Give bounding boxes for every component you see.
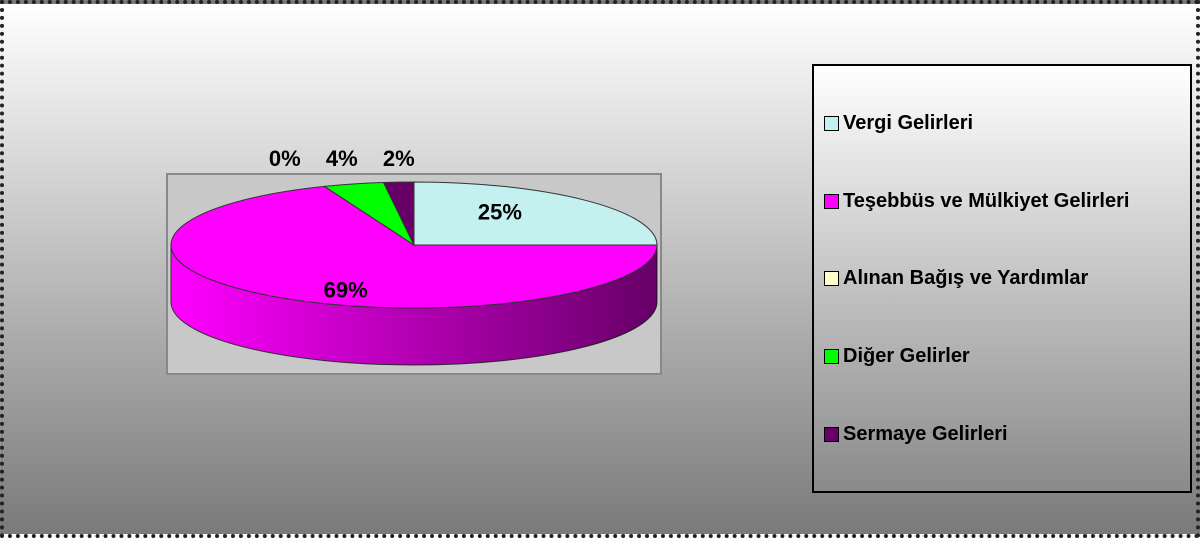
- legend-label: Sermaye Gelirleri: [843, 423, 1008, 446]
- pie-slice: [413, 181, 658, 246]
- legend-swatch: [824, 427, 839, 443]
- chart: 2% 4% 0% 69% 25%: [166, 146, 662, 375]
- legend-item: Alınan Bağış ve Yardımlar: [824, 263, 1190, 293]
- data-label: 2%: [383, 146, 415, 171]
- data-label: 4%: [326, 146, 358, 171]
- legend-swatch: [824, 115, 839, 131]
- legend-item: Sermaye Gelirleri: [824, 419, 1190, 449]
- pie-slice: [382, 181, 415, 246]
- legend-label: Teşebbüs ve Mülkiyet Gelirleri: [843, 189, 1130, 212]
- legend-item: Vergi Gelirleri: [824, 108, 1190, 138]
- legend-label: Vergi Gelirleri: [843, 111, 974, 134]
- pie-slice: [170, 185, 658, 309]
- legend-label: Diğer Gelirler: [843, 345, 970, 368]
- data-label: 0%: [269, 146, 301, 171]
- side-shade: [171, 245, 657, 365]
- legend-item: Diğer Gelirler: [824, 341, 1190, 371]
- legend-swatch: [824, 193, 839, 209]
- legend: Vergi Gelirleri Teşebbüs ve Mülkiyet Geli…: [812, 64, 1192, 493]
- data-label: 25%: [478, 200, 522, 225]
- legend-swatch: [824, 349, 839, 365]
- data-label: 69%: [324, 277, 368, 302]
- legend-swatch: [824, 271, 839, 287]
- legend-label: Alınan Bağış ve Yardımlar: [843, 267, 1089, 290]
- legend-item: Teşebbüs ve Mülkiyet Gelirleri: [824, 186, 1190, 216]
